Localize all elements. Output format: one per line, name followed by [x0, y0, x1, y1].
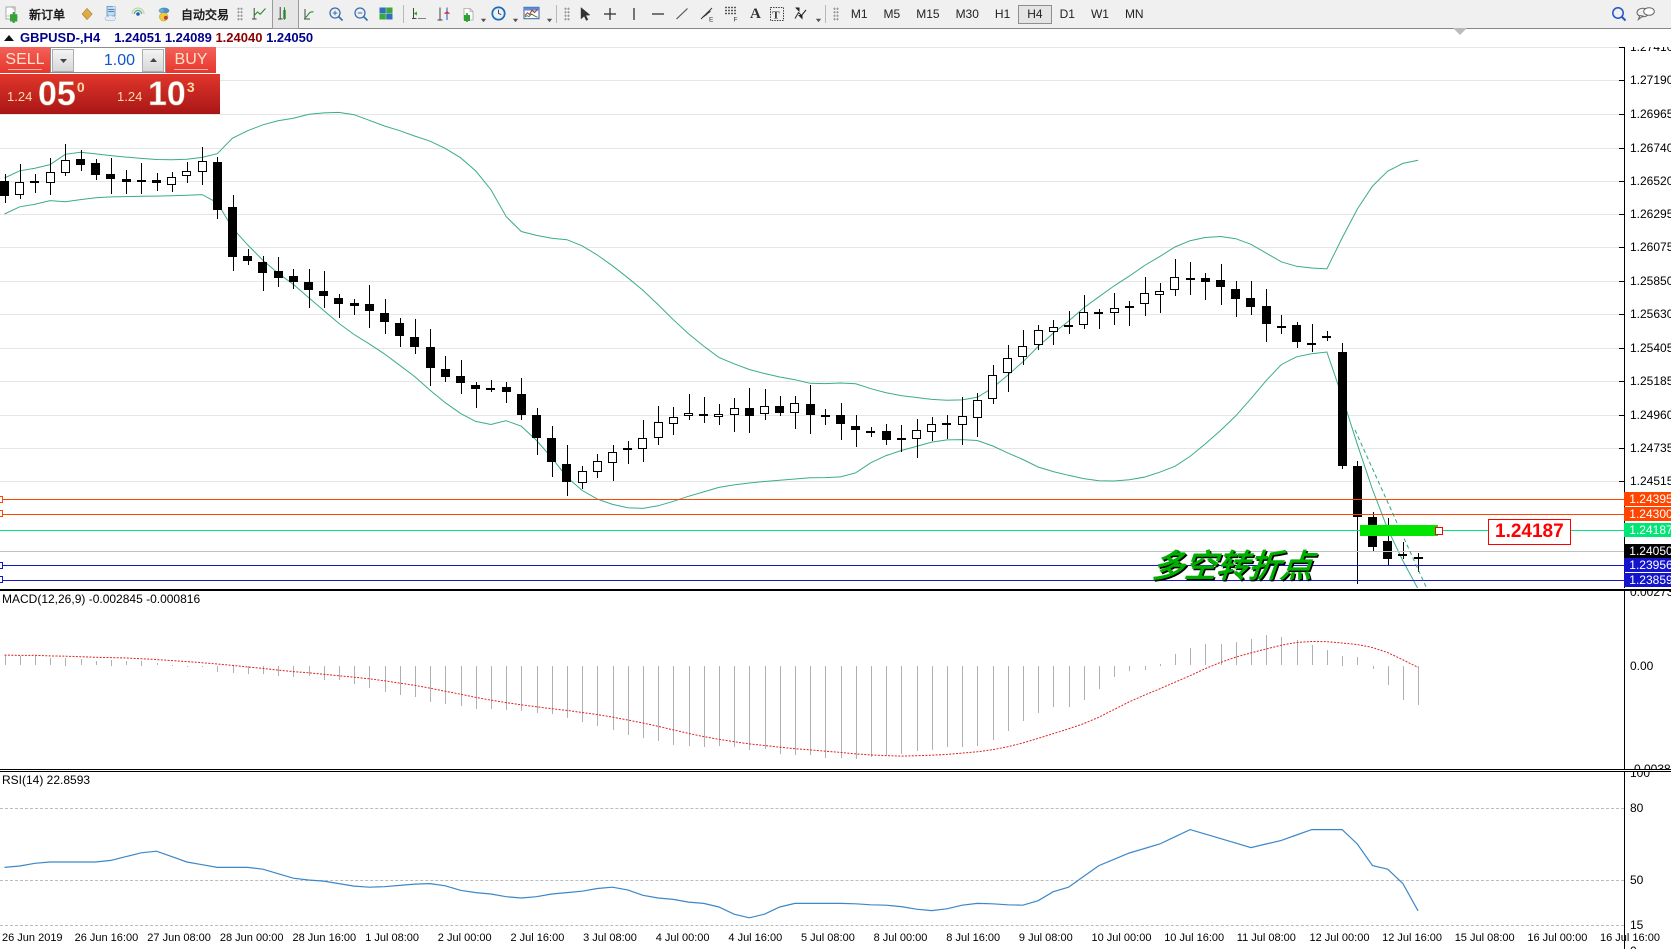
svg-text:E: E: [709, 17, 714, 23]
svg-text:F: F: [734, 17, 738, 23]
svg-text:T: T: [772, 9, 780, 21]
